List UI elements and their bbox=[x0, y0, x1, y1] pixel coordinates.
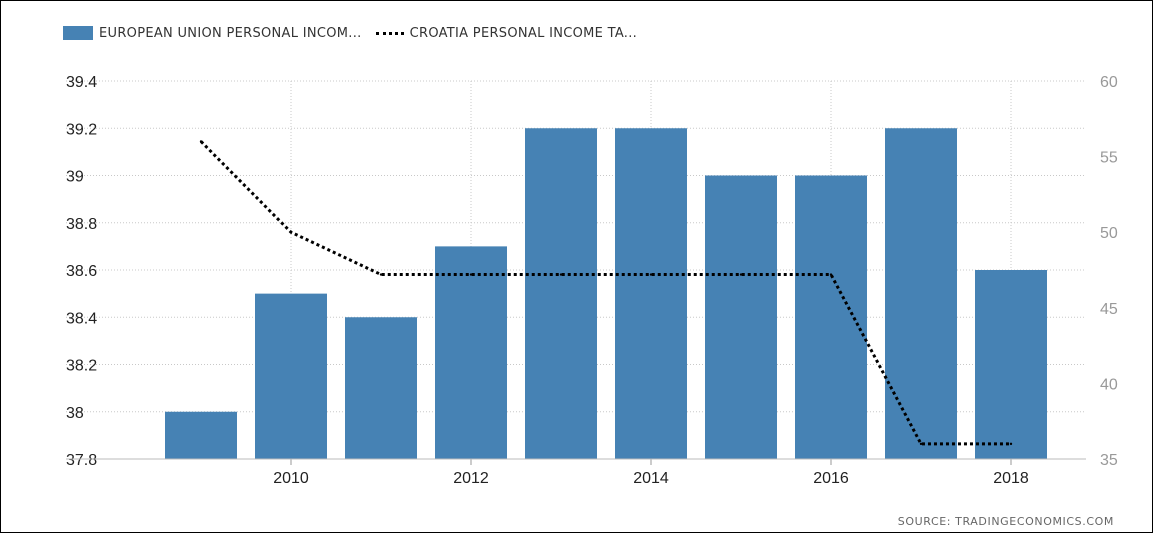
bar bbox=[525, 128, 597, 459]
bars-layer bbox=[165, 128, 1047, 459]
legend-label-eu: EUROPEAN UNION PERSONAL INCOM... bbox=[99, 25, 362, 41]
x-tick-label: 2012 bbox=[453, 470, 489, 487]
right-tick-label: 45 bbox=[1100, 301, 1118, 318]
bar bbox=[435, 246, 507, 459]
line-point bbox=[289, 231, 293, 234]
bar bbox=[165, 411, 237, 459]
right-tick-label: 35 bbox=[1100, 452, 1118, 469]
bar bbox=[705, 175, 777, 459]
series-line-croatia bbox=[199, 140, 1011, 446]
left-tick-label: 39 bbox=[66, 169, 84, 186]
line-point bbox=[649, 273, 653, 276]
left-tick-label: 39.2 bbox=[66, 121, 97, 138]
right-tick-label: 60 bbox=[1100, 74, 1118, 91]
source-text: SOURCE: TRADINGECONOMICS.COM bbox=[897, 515, 1114, 528]
line-point bbox=[829, 273, 833, 276]
left-tick-label: 38.6 bbox=[66, 263, 97, 280]
bar bbox=[255, 293, 327, 459]
line-point bbox=[379, 273, 383, 276]
line-point bbox=[469, 273, 473, 276]
bar bbox=[345, 317, 417, 459]
line-point bbox=[739, 273, 743, 276]
line-point bbox=[919, 442, 923, 446]
left-tick-label: 38.4 bbox=[66, 310, 97, 327]
bar bbox=[615, 128, 687, 459]
legend-swatch-croatia bbox=[375, 31, 404, 35]
line-layer bbox=[199, 140, 1013, 446]
left-tick-label: 38 bbox=[66, 405, 84, 422]
x-tick-label: 2016 bbox=[813, 470, 849, 487]
legend-item-eu: EUROPEAN UNION PERSONAL INCOM... bbox=[63, 26, 362, 41]
left-tick-label: 37.8 bbox=[66, 452, 97, 469]
right-tick-label: 40 bbox=[1100, 376, 1118, 393]
right-tick-label: 50 bbox=[1100, 225, 1118, 242]
axes-layer: 37.8 38 38.2 38.4 38.6 38.8 39 39.2 39.4 35 40 45 50… bbox=[66, 74, 1118, 487]
legend-item-croatia: CROATIA PERSONAL INCOME TA... bbox=[375, 25, 638, 41]
line-point bbox=[1009, 442, 1013, 446]
x-tick-label: 2010 bbox=[273, 470, 309, 487]
bar bbox=[795, 175, 867, 459]
line-point bbox=[199, 140, 203, 143]
left-tick-label: 38.2 bbox=[66, 358, 97, 375]
legend-label-croatia: CROATIA PERSONAL INCOME TA... bbox=[409, 25, 638, 41]
x-tick-label: 2014 bbox=[633, 470, 669, 487]
left-tick-label: 39.4 bbox=[66, 74, 97, 91]
left-tick-label: 38.8 bbox=[66, 216, 97, 233]
x-tick-label: 2018 bbox=[993, 470, 1029, 487]
right-tick-label: 55 bbox=[1100, 150, 1118, 167]
bar bbox=[975, 270, 1047, 459]
legend: EUROPEAN UNION PERSONAL INCOM... CROATIA… bbox=[63, 23, 651, 43]
bar bbox=[885, 128, 957, 459]
legend-swatch-eu bbox=[63, 26, 93, 40]
line-point bbox=[559, 273, 563, 276]
